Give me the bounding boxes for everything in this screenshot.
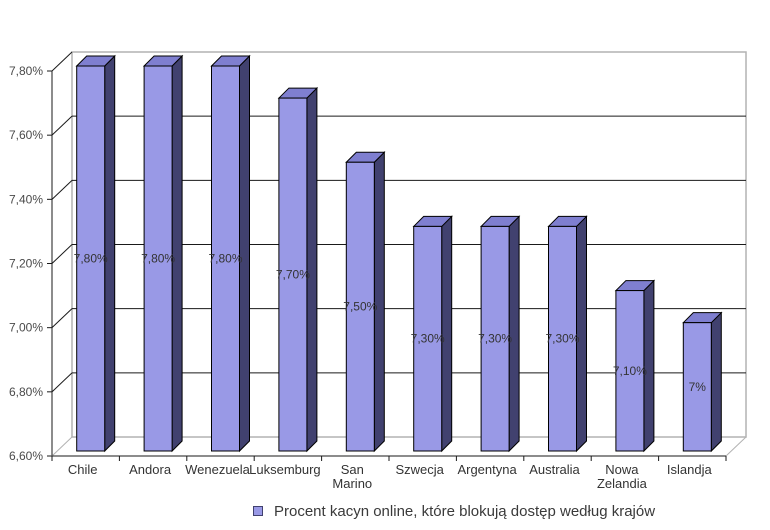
y-tick-label: 7,00% <box>9 321 43 335</box>
x-category-label: Marino <box>332 476 372 491</box>
y-tick-label: 7,40% <box>9 192 43 206</box>
x-category-label: Chile <box>68 462 98 477</box>
bar-value-label: 7,30% <box>545 332 579 346</box>
x-category-label: San <box>341 462 364 477</box>
y-tick-label: 6,60% <box>9 449 43 463</box>
bar-value-label: 7,80% <box>141 252 175 266</box>
legend-marker-icon <box>253 506 263 516</box>
bar <box>278 97 308 452</box>
bar-value-label: 7,80% <box>74 252 108 266</box>
y-tick-label: 7,20% <box>9 257 43 271</box>
x-category-label: Szwecja <box>395 462 444 477</box>
y-tick-depth-line <box>51 179 73 200</box>
bar <box>211 65 240 452</box>
bar-side-face <box>710 311 722 453</box>
x-category-label: Andora <box>129 462 172 477</box>
bar <box>143 65 173 452</box>
y-tick-label: 7,60% <box>9 128 43 142</box>
bar-value-label: 7,30% <box>411 332 445 346</box>
x-category-label: Nowa <box>605 462 639 477</box>
bar-value-label: 7,30% <box>478 332 512 346</box>
x-category-label: Australia <box>529 462 580 477</box>
x-category-label: Islandja <box>667 462 713 477</box>
bar <box>615 290 645 452</box>
y-tick-label: 7,80% <box>9 64 43 78</box>
y-tick-depth-line <box>51 244 73 264</box>
y-tick-depth-line <box>51 308 73 329</box>
bar <box>548 225 577 452</box>
bar <box>345 161 375 452</box>
bar <box>480 225 510 452</box>
x-category-label: Wenezuela <box>185 462 251 477</box>
x-category-label: Luksemburg <box>249 462 321 477</box>
bar-value-label: 7,70% <box>276 268 310 282</box>
floor-right-edge <box>725 436 747 457</box>
floor-left-edge <box>51 436 73 457</box>
x-category-label: Zelandia <box>597 476 648 491</box>
y-tick-label: 6,80% <box>9 385 43 399</box>
bar-value-label: 7,80% <box>208 252 242 266</box>
y-tick-depth-line <box>51 372 73 393</box>
bar <box>76 65 106 452</box>
bar-value-label: 7% <box>689 380 707 394</box>
bar-value-label: 7,50% <box>343 300 377 314</box>
chart-legend: Procent kacyn online, które blokują dost… <box>253 500 655 522</box>
bar-value-label: 7,10% <box>613 364 647 378</box>
bar <box>413 225 443 452</box>
bar <box>682 322 712 452</box>
legend-label: Procent kacyn online, które blokują dost… <box>274 502 656 520</box>
y-tick-depth-line <box>51 115 73 136</box>
y-tick-depth-line <box>51 51 73 72</box>
x-category-label: Argentyna <box>457 462 517 477</box>
